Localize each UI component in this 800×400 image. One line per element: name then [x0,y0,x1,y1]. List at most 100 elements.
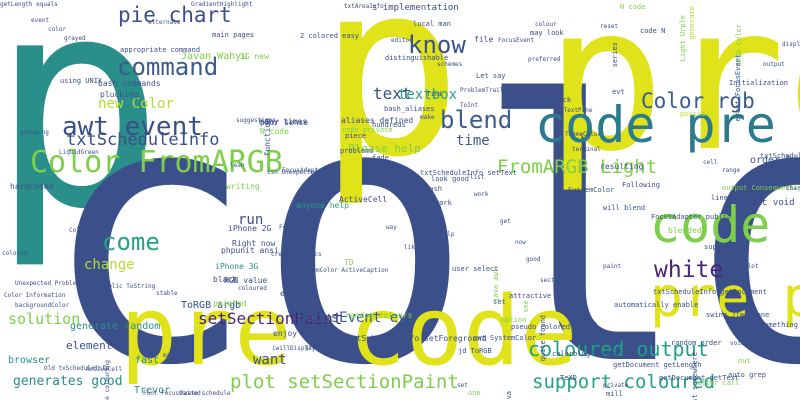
cloud-word: generate [688,6,696,40]
cloud-word: stuck [550,96,572,104]
cloud-word: pre code [120,277,578,387]
cloud-word: new [780,351,791,358]
cloud-word: Following [622,181,660,189]
cloud-word: want [253,352,287,368]
cloud-word: Color [69,227,88,234]
cloud-word: evt [612,88,625,96]
cloud-word: writing [226,182,260,191]
cloud-word: good [526,256,541,263]
cloud-word: fast [135,355,160,366]
cloud-word: may look [530,29,564,37]
cloud-word: colour [535,21,557,28]
cloud-word: JTextPane [560,107,593,114]
cloud-word: something [760,321,798,329]
cloud-word: getDocument getText [659,374,740,382]
cloud-word: resulting [600,162,644,171]
cloud-word: line [711,194,728,202]
cloud-word: 2 colored easy [300,32,360,40]
cloud-word: RGB value [224,276,268,285]
cloud-word: editor [391,37,413,44]
cloud-word: anyone help [296,201,349,210]
cloud-word: find [427,91,442,98]
cloud-word: run [238,212,264,228]
cloud-word: aliases defined [341,116,414,125]
cloud-word: Light Urple [679,15,687,62]
cloud-word: piece [345,132,367,140]
cloud-word: TeXD [560,374,577,382]
cloud-word: ActiveCell [86,366,123,373]
cloud-word: txtScheduleInfoFocusGained [760,152,800,160]
cloud-word: hundreds [372,121,406,129]
cloud-word: colored [2,250,28,257]
cloud-word: swing JTextPane [706,311,770,319]
cloud-word: Right now [232,239,276,248]
cloud-word: random colours [345,311,413,320]
cloud-word: grouping [20,129,49,136]
cloud-word: greets [305,344,327,351]
cloud-word: Trevor [134,385,171,396]
cloud-word: list [470,174,485,181]
cloud-word: work [435,199,452,207]
cloud-word: range [722,167,741,174]
cloud-word: support coloured [532,371,716,393]
cloud-word: text [373,84,412,103]
cloud-word: FocusAdapter public [651,213,732,221]
cloud-word: using UNIX [60,77,103,85]
cloud-word: N code [260,127,289,136]
cloud-word: event [31,17,50,24]
cloud-word: option [501,316,527,324]
cloud-word: way [386,224,397,231]
cloud-word: enable colouring [104,360,111,400]
cloud-word: generate random [70,321,161,332]
cloud-word: out [738,357,751,365]
cloud-word: s implementation [372,3,459,13]
cloud-word: generates good [13,374,123,389]
cloud-word: ToInt [460,102,479,109]
cloud-word: browser [8,355,51,366]
cloud-word: backgroundColor [15,302,70,309]
cloud-word: chart [786,185,800,192]
cloud-word: possible [680,110,714,118]
cloud-word: problems [340,147,374,155]
cloud-word: time [456,133,490,149]
cloud-word: public void [735,198,795,208]
cloud-word: user select [452,265,499,273]
cloud-word: Javan Wahyu [181,51,248,62]
cloud-word: isn Unexpected [267,169,318,176]
cloud-word: public ToString [101,283,156,290]
cloud-word: 3G new [240,52,269,61]
cloud-word: set [493,298,506,306]
cloud-word: private [603,382,629,389]
cloud-word: change [84,257,135,273]
cloud-word: work [474,191,489,198]
cloud-word: blended [668,226,702,235]
cloud-word: better call [693,379,740,387]
cloud-word: automatically enable [614,301,699,309]
cloud-word: Font FocusGained [143,390,201,397]
cloud-word: setSectionPaint [198,309,343,328]
cloud-word: now [515,239,526,246]
cloud-word: appropriate command [120,46,201,54]
cloud-word: p [318,0,463,210]
cloud-word: void [730,340,745,347]
cloud-word: alternate [148,19,181,26]
cloud-word: terminal [572,146,601,153]
cloud-word: like [404,244,419,251]
cloud-word: lean [230,162,245,169]
cloud-word: txtScheduleInfo setForeground [347,334,487,343]
cloud-word: argb [582,320,597,327]
cloud-word: file [474,35,494,44]
cloud-word: will blend [603,204,646,212]
cloud-word: Initialization [729,79,789,87]
cloud-word: color [40,25,800,400]
cloud-word: p [0,0,165,273]
cloud-word: ToRGB argb [181,300,242,311]
cloud-word: phpunit ansi [221,246,279,255]
cloud-word: get [500,218,511,225]
cloud-word: coloured [238,285,267,292]
cloud-word: mapped [163,352,185,359]
cloud-word: fade [372,154,389,162]
cloud-word: reset [600,23,619,30]
cloud-word: color [48,26,67,33]
cloud-word: order Right [750,155,800,166]
